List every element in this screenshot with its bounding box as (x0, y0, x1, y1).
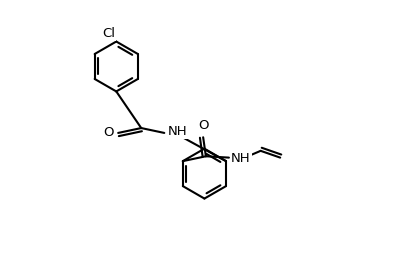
Text: Cl: Cl (102, 27, 115, 40)
Text: O: O (103, 126, 113, 139)
Text: NH: NH (231, 152, 251, 165)
Text: NH: NH (168, 125, 187, 138)
Text: O: O (198, 119, 209, 132)
